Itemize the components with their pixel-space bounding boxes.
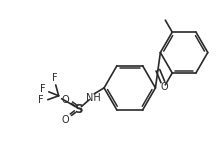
- Text: O: O: [160, 82, 168, 92]
- Text: S: S: [74, 103, 83, 116]
- Text: NH: NH: [86, 93, 101, 103]
- Text: F: F: [52, 73, 57, 83]
- Text: O: O: [62, 115, 69, 125]
- Text: O: O: [62, 95, 69, 105]
- Text: F: F: [38, 95, 44, 105]
- Text: F: F: [40, 84, 46, 94]
